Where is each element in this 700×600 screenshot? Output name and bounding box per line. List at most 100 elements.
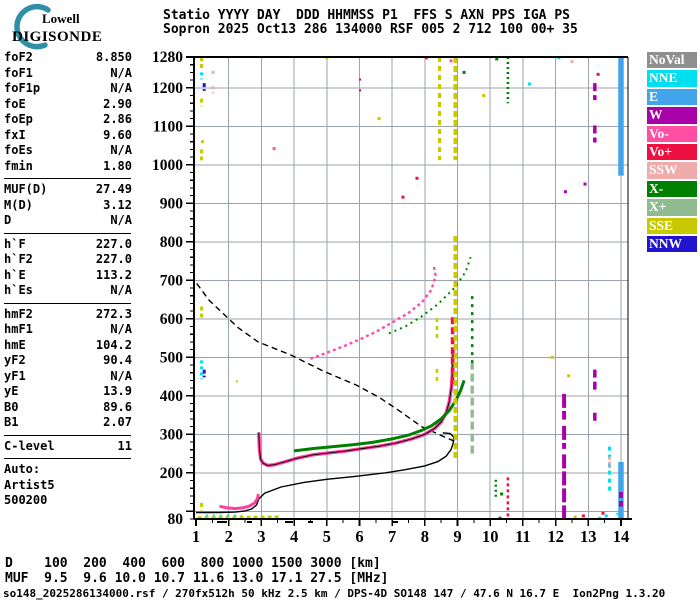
echo-pixel <box>527 82 531 86</box>
legend-item-nnw: NNW <box>647 235 697 253</box>
param-separator <box>4 302 131 304</box>
param-row: foEp 2.86 <box>4 112 132 128</box>
param-label: yE <box>4 384 19 398</box>
autoscaling-info: Auto: <box>4 462 41 476</box>
trace-E-trace <box>219 493 260 511</box>
header-field-values: Sopron 2025 Oct13 286 134000 RSF 005 2 7… <box>163 22 578 37</box>
echo-pixel <box>415 176 419 180</box>
param-label: fmin <box>4 158 33 173</box>
param-row: h`F2 227.0 <box>4 252 132 268</box>
param-row: yF1 N/A <box>4 369 132 385</box>
param-row: yE 13.9 <box>4 384 132 400</box>
x-tick-label: 4 <box>290 527 298 546</box>
trace-F-trace-X-mode <box>293 379 466 453</box>
echo-pixel <box>573 515 577 519</box>
x-tick-label: 8 <box>421 527 429 546</box>
param-value: N/A <box>110 368 132 383</box>
trace-F-trace-artist-overlay <box>258 347 454 466</box>
traces <box>196 256 474 519</box>
param-row: foEs N/A <box>4 143 132 159</box>
x-tick-label: 13 <box>580 527 597 546</box>
legend-item-x: X- <box>647 180 697 198</box>
y-tick-label: 700 <box>160 272 184 289</box>
param-value: N/A <box>110 213 132 227</box>
y-tick-label: 400 <box>160 388 184 405</box>
trace-true-height-profile <box>196 432 455 514</box>
axis-labels: 1280120011001000900800700600500400300200… <box>152 49 629 546</box>
rfi-columns <box>200 57 624 519</box>
param-value: 104.2 <box>95 337 132 352</box>
param-label: foEs <box>4 143 33 157</box>
param-row: hmF1 N/A <box>4 322 132 338</box>
param-row: hmE 104.2 <box>4 338 132 354</box>
legend-item-vo: Vo+ <box>647 143 697 161</box>
echo-pixel <box>596 72 600 76</box>
trace-F-trace-O-mode <box>257 347 455 468</box>
echo-pixel <box>462 70 466 74</box>
param-value: 2.86 <box>103 112 132 126</box>
param-value: 89.6 <box>103 399 132 414</box>
legend-item-w: W <box>647 107 697 124</box>
x-tick-label: 3 <box>257 527 265 546</box>
trace-second-hop-X <box>388 256 472 335</box>
param-value: 1.80 <box>103 158 132 173</box>
param-label: hmF2 <box>4 306 33 321</box>
echo-pixel <box>567 374 571 378</box>
y-tick-label: 1200 <box>152 80 183 97</box>
svg-text:Lowell: Lowell <box>42 11 80 26</box>
param-row: fmin 1.80 <box>4 159 132 175</box>
y-tick-label: 300 <box>160 426 184 443</box>
trace-Es-noise-yellow <box>197 515 280 519</box>
echo-pixel <box>550 355 554 359</box>
y-tick-label: 900 <box>160 195 184 212</box>
param-value: 9.60 <box>103 127 132 142</box>
ionogram-plot: 1280120011001000900800700600500400300200… <box>152 49 632 546</box>
param-row: h`Es N/A <box>4 283 132 299</box>
param-label: yF1 <box>4 368 26 383</box>
param-separator <box>4 458 131 459</box>
y-tick-label: 1000 <box>152 157 183 174</box>
param-value: N/A <box>110 81 132 95</box>
param-label: fxI <box>4 127 26 142</box>
param-row: fxI 9.60 <box>4 128 132 144</box>
grid <box>194 57 628 519</box>
legend-item-vo: Vo- <box>647 125 697 142</box>
echo-direction-legend: NoVal NNE E W Vo- Vo+ SSW X- X+ SSE NNW <box>647 52 697 254</box>
y-tick-label: 1100 <box>153 118 183 135</box>
param-row: h`F 227.0 <box>4 237 132 253</box>
trace-second-hop-O <box>309 266 437 360</box>
status-line: so148_2025286134000.rsf / 270fx512h 50 k… <box>3 587 666 600</box>
scatter-echoes <box>201 56 608 520</box>
param-label: foE <box>4 96 26 111</box>
param-label: hmE <box>4 337 26 352</box>
param-label: h`F <box>4 236 26 251</box>
param-row: h`E 113.2 <box>4 268 132 284</box>
param-value: 227.0 <box>95 252 132 266</box>
param-label: M(D) <box>4 197 33 212</box>
param-label: C-level <box>4 438 55 453</box>
legend-item-ssw: SSW <box>647 162 697 179</box>
echo-pixel <box>570 60 574 64</box>
x-tick-label: 2 <box>225 527 233 546</box>
param-value: 272.3 <box>95 306 132 321</box>
x-tick-label: 10 <box>482 527 499 546</box>
distance-row: D 100 200 400 600 800 1000 1500 3000 [km… <box>5 556 381 571</box>
param-row: foF1p N/A <box>4 81 132 97</box>
y-tick-label: 1280 <box>152 49 183 66</box>
y-tick-label: 500 <box>160 349 184 366</box>
param-value: 13.9 <box>103 384 132 398</box>
param-label: foEp <box>4 112 33 126</box>
autoscaling-info: 500200 <box>4 493 48 507</box>
echo-pixel <box>601 511 605 515</box>
x-tick-label: 5 <box>323 527 331 546</box>
x-tick-label: 7 <box>388 527 396 546</box>
param-value: 90.4 <box>103 353 132 367</box>
echo-pixel <box>500 492 504 496</box>
echo-pixel <box>583 182 587 186</box>
param-value: N/A <box>110 143 132 157</box>
autoscaling-info: Artist5 <box>4 477 55 492</box>
y-tick-label: 80 <box>168 511 184 528</box>
param-value: 2.07 <box>103 415 132 429</box>
param-value: 113.2 <box>95 267 132 282</box>
